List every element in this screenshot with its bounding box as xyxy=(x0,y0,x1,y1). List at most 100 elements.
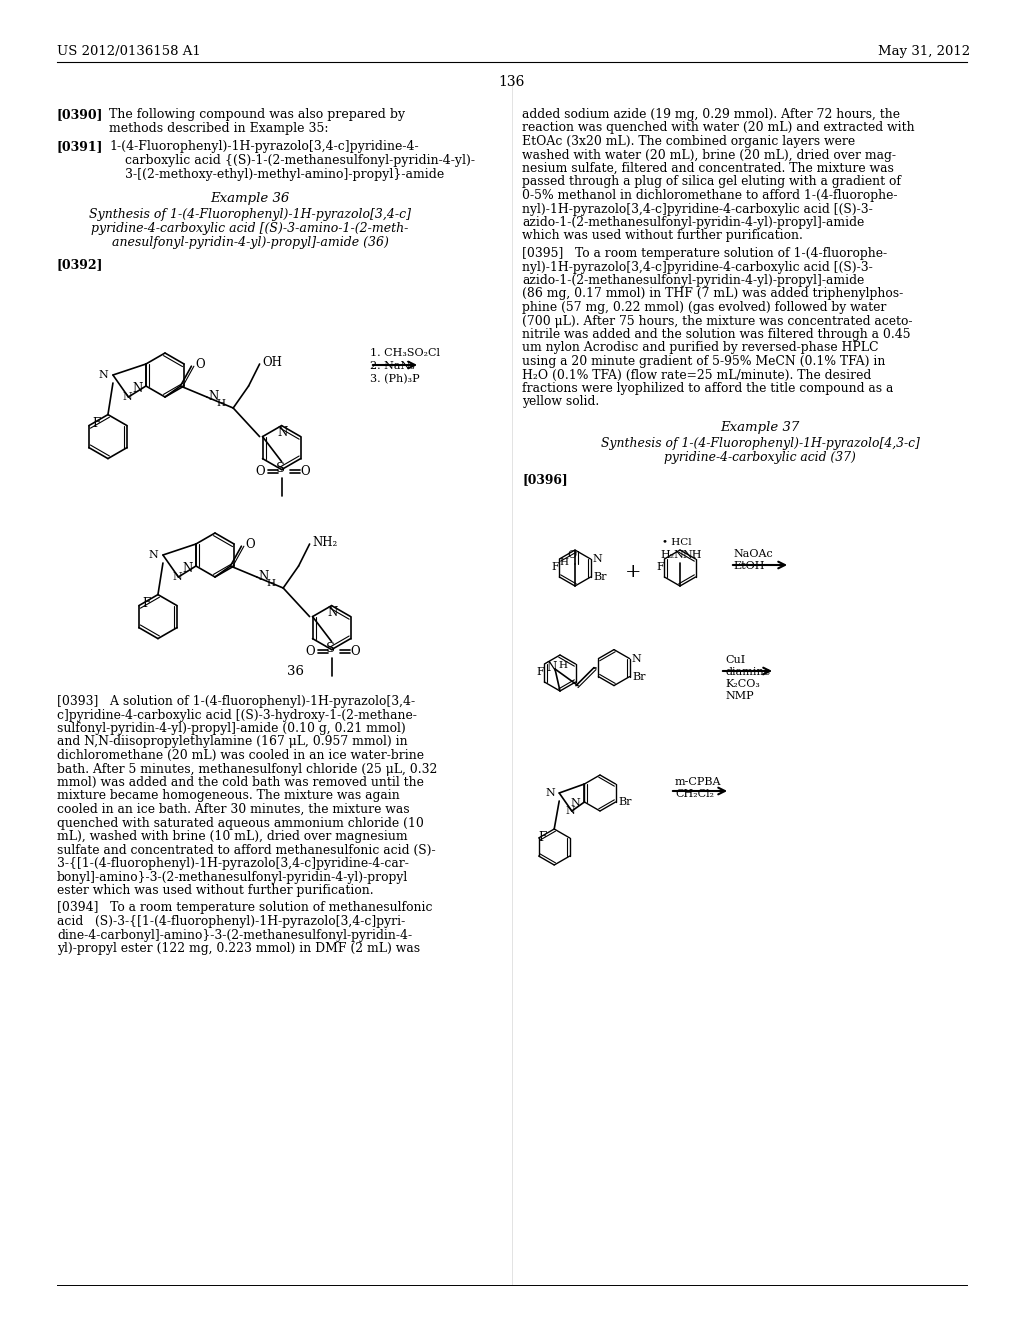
Text: N: N xyxy=(545,788,555,799)
Text: Synthesis of 1-(4-Fluorophenyl)-1H-pyrazolo[4,3-c]: Synthesis of 1-(4-Fluorophenyl)-1H-pyraz… xyxy=(600,437,920,450)
Text: 1. CH₃SO₂Cl: 1. CH₃SO₂Cl xyxy=(370,348,440,358)
Text: F: F xyxy=(656,562,665,572)
Text: dichloromethane (20 mL) was cooled in an ice water-brine: dichloromethane (20 mL) was cooled in an… xyxy=(57,748,424,762)
Text: 3. (Ph)₃P: 3. (Ph)₃P xyxy=(370,374,420,384)
Text: (86 mg, 0.17 mmol) in THF (7 mL) was added triphenylphos-: (86 mg, 0.17 mmol) in THF (7 mL) was add… xyxy=(522,288,903,301)
Text: Example 37: Example 37 xyxy=(720,421,800,434)
Text: washed with water (20 mL), brine (20 mL), dried over mag-: washed with water (20 mL), brine (20 mL)… xyxy=(522,149,896,161)
Text: +: + xyxy=(625,564,641,581)
Text: 1-(4-Fluorophenyl)-1H-pyrazolo[3,4-c]pyridine-4-: 1-(4-Fluorophenyl)-1H-pyrazolo[3,4-c]pyr… xyxy=(109,140,419,153)
Text: [0391]: [0391] xyxy=(57,140,103,153)
Text: [0396]: [0396] xyxy=(522,473,567,486)
Text: NaOAc: NaOAc xyxy=(733,549,773,558)
Text: bonyl]-amino}-3-(2-methanesulfonyl-pyridin-4-yl)-propyl: bonyl]-amino}-3-(2-methanesulfonyl-pyrid… xyxy=(57,870,409,883)
Text: N: N xyxy=(278,425,288,438)
Text: nyl)-1H-pyrazolo[3,4-c]pyridine-4-carboxylic acid [(S)-3-: nyl)-1H-pyrazolo[3,4-c]pyridine-4-carbox… xyxy=(522,202,872,215)
Text: fractions were lyophilized to afford the title compound as a: fractions were lyophilized to afford the… xyxy=(522,381,893,395)
Text: added sodium azide (19 mg, 0.29 mmol). After 72 hours, the: added sodium azide (19 mg, 0.29 mmol). A… xyxy=(522,108,900,121)
Text: yl)-propyl ester (122 mg, 0.223 mmol) in DMF (2 mL) was: yl)-propyl ester (122 mg, 0.223 mmol) in… xyxy=(57,942,420,954)
Text: N: N xyxy=(122,392,132,403)
Text: um nylon Acrodisc and purified by reversed-phase HPLC: um nylon Acrodisc and purified by revers… xyxy=(522,342,879,355)
Text: Example 36: Example 36 xyxy=(210,191,290,205)
Text: S: S xyxy=(275,462,285,475)
Text: F: F xyxy=(537,667,544,677)
Text: F: F xyxy=(92,417,100,429)
Text: K₂CO₃: K₂CO₃ xyxy=(725,678,760,689)
Text: N: N xyxy=(99,370,109,380)
Text: c]pyridine-4-carboxylic acid [(S)-3-hydroxy-1-(2-methane-: c]pyridine-4-carboxylic acid [(S)-3-hydr… xyxy=(57,709,417,722)
Text: m-CPBA: m-CPBA xyxy=(675,777,722,787)
Text: Br: Br xyxy=(594,572,607,582)
Text: N: N xyxy=(148,550,159,560)
Text: NH₂: NH₂ xyxy=(312,536,338,549)
Text: mixture became homogeneous. The mixture was again: mixture became homogeneous. The mixture … xyxy=(57,789,399,803)
Text: sulfate and concentrated to afford methanesulfonic acid (S)-: sulfate and concentrated to afford metha… xyxy=(57,843,435,857)
Text: nitrile was added and the solution was filtered through a 0.45: nitrile was added and the solution was f… xyxy=(522,327,910,341)
Text: N: N xyxy=(132,381,142,395)
Text: H: H xyxy=(558,661,567,671)
Text: EtOH: EtOH xyxy=(733,561,765,572)
Text: azido-1-(2-methanesulfonyl-pyridin-4-yl)-propyl]-amide: azido-1-(2-methanesulfonyl-pyridin-4-yl)… xyxy=(522,216,864,228)
Text: Br: Br xyxy=(618,797,632,807)
Text: Br: Br xyxy=(633,672,646,681)
Text: methods described in Example 35:: methods described in Example 35: xyxy=(109,121,329,135)
Text: Synthesis of 1-(4-Fluorophenyl)-1H-pyrazolo[3,4-c]: Synthesis of 1-(4-Fluorophenyl)-1H-pyraz… xyxy=(89,209,411,220)
Text: N: N xyxy=(632,653,641,664)
Text: H: H xyxy=(559,558,568,568)
Text: (700 μL). After 75 hours, the mixture was concentrated aceto-: (700 μL). After 75 hours, the mixture wa… xyxy=(522,314,912,327)
Text: sulfonyl-pyridin-4-yl)-propyl]-amide (0.10 g, 0.21 mmol): sulfonyl-pyridin-4-yl)-propyl]-amide (0.… xyxy=(57,722,406,735)
Text: N: N xyxy=(546,661,556,675)
Text: 0-5% methanol in dichloromethane to afford 1-(4-fluorophe-: 0-5% methanol in dichloromethane to affo… xyxy=(522,189,897,202)
Text: diamine: diamine xyxy=(725,667,770,677)
Text: H₂N: H₂N xyxy=(660,550,684,560)
Text: N: N xyxy=(328,606,338,619)
Text: [0390]: [0390] xyxy=(57,108,103,121)
Text: NH: NH xyxy=(682,550,701,560)
Text: H₂O (0.1% TFA) (flow rate=25 mL/minute). The desired: H₂O (0.1% TFA) (flow rate=25 mL/minute).… xyxy=(522,368,871,381)
Text: yellow solid.: yellow solid. xyxy=(522,396,599,408)
Text: US 2012/0136158 A1: US 2012/0136158 A1 xyxy=(57,45,201,58)
Text: [0394]   To a room temperature solution of methanesulfonic: [0394] To a room temperature solution of… xyxy=(57,902,432,915)
Text: ester which was used without further purification.: ester which was used without further pur… xyxy=(57,884,374,898)
Text: azido-1-(2-methanesulfonyl-pyridin-4-yl)-propyl]-amide: azido-1-(2-methanesulfonyl-pyridin-4-yl)… xyxy=(522,275,864,286)
Text: N: N xyxy=(259,570,269,583)
Text: nyl)-1H-pyrazolo[3,4-c]pyridine-4-carboxylic acid [(S)-3-: nyl)-1H-pyrazolo[3,4-c]pyridine-4-carbox… xyxy=(522,260,872,273)
Text: The following compound was also prepared by: The following compound was also prepared… xyxy=(109,108,406,121)
Text: N: N xyxy=(566,807,575,816)
Text: reaction was quenched with water (20 mL) and extracted with: reaction was quenched with water (20 mL)… xyxy=(522,121,914,135)
Text: phine (57 mg, 0.22 mmol) (gas evolved) followed by water: phine (57 mg, 0.22 mmol) (gas evolved) f… xyxy=(522,301,887,314)
Text: cooled in an ice bath. After 30 minutes, the mixture was: cooled in an ice bath. After 30 minutes,… xyxy=(57,803,410,816)
Text: EtOAc (3x20 mL). The combined organic layers were: EtOAc (3x20 mL). The combined organic la… xyxy=(522,135,855,148)
Text: and N,N-diisopropylethylamine (167 μL, 0.957 mmol) in: and N,N-diisopropylethylamine (167 μL, 0… xyxy=(57,735,408,748)
Text: O: O xyxy=(567,550,577,560)
Text: pyridine-4-carboxylic acid (37): pyridine-4-carboxylic acid (37) xyxy=(664,451,856,465)
Text: F: F xyxy=(142,597,151,610)
Text: • HCl: • HCl xyxy=(662,539,691,546)
Text: N: N xyxy=(593,554,602,564)
Text: OH: OH xyxy=(262,356,283,370)
Text: anesulfonyl-pyridin-4-yl)-propyl]-amide (36): anesulfonyl-pyridin-4-yl)-propyl]-amide … xyxy=(112,236,388,249)
Text: dine-4-carbonyl]-amino}-3-(2-methanesulfonyl-pyridin-4-: dine-4-carbonyl]-amino}-3-(2-methanesulf… xyxy=(57,928,412,941)
Text: H: H xyxy=(267,579,275,587)
Text: acid   (S)-3-{[1-(4-fluorophenyl)-1H-pyrazolo[3,4-c]pyri-: acid (S)-3-{[1-(4-fluorophenyl)-1H-pyraz… xyxy=(57,915,406,928)
Text: N: N xyxy=(570,799,581,808)
Text: O: O xyxy=(350,644,360,657)
Text: O: O xyxy=(256,465,265,478)
Text: mL), washed with brine (10 mL), dried over magnesium: mL), washed with brine (10 mL), dried ov… xyxy=(57,830,408,843)
Text: passed through a plug of silica gel eluting with a gradient of: passed through a plug of silica gel elut… xyxy=(522,176,901,189)
Text: NMP: NMP xyxy=(725,690,754,701)
Text: O: O xyxy=(246,539,255,552)
Text: O: O xyxy=(196,358,205,371)
Text: O: O xyxy=(305,644,315,657)
Text: pyridine-4-carboxylic acid [(S)-3-amino-1-(2-meth-: pyridine-4-carboxylic acid [(S)-3-amino-… xyxy=(91,222,409,235)
Text: N: N xyxy=(172,572,182,582)
Text: N: N xyxy=(209,389,219,403)
Text: S: S xyxy=(326,642,335,655)
Text: 3-[(2-methoxy-ethyl)-methyl-amino]-propyl}-amide: 3-[(2-methoxy-ethyl)-methyl-amino]-propy… xyxy=(125,168,444,181)
Text: F: F xyxy=(539,832,547,843)
Text: which was used without further purification.: which was used without further purificat… xyxy=(522,230,803,243)
Text: CH₂Cl₂: CH₂Cl₂ xyxy=(675,789,714,799)
Text: H: H xyxy=(217,399,226,408)
Text: 2. NaN₃: 2. NaN₃ xyxy=(370,360,415,371)
Text: O: O xyxy=(301,465,310,478)
